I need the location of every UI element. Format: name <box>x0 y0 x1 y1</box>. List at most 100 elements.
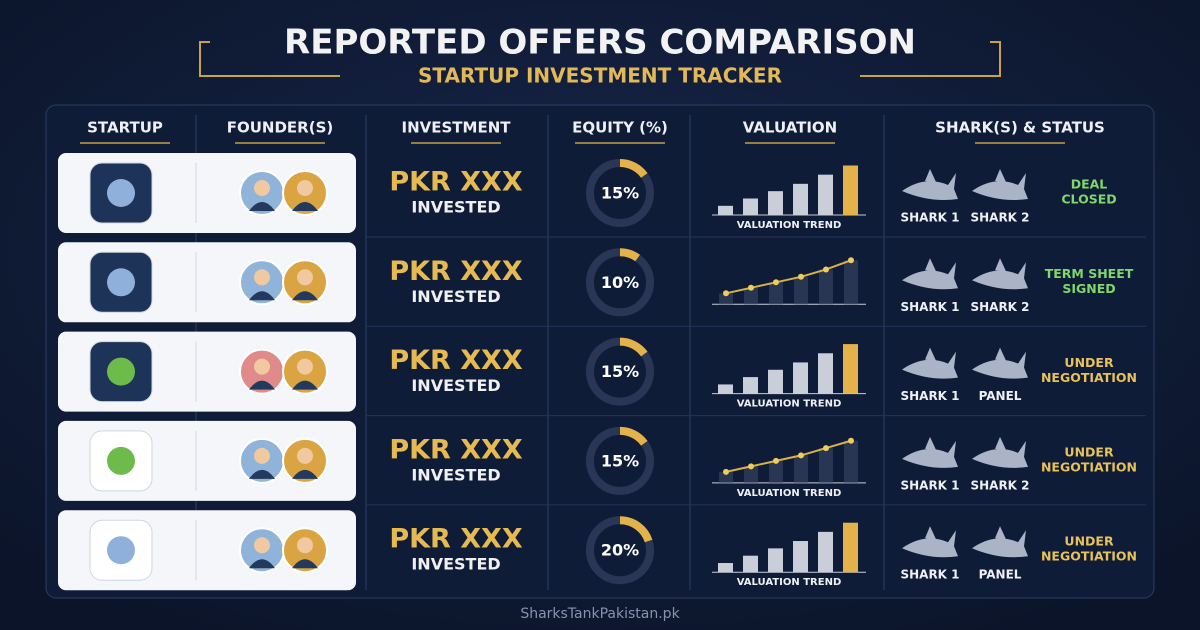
founder-head <box>297 447 313 464</box>
header-underline <box>975 142 1065 144</box>
trend-bar <box>718 563 733 573</box>
trend-bar <box>843 522 858 573</box>
footer: SharksTankPakistan.pk <box>520 606 680 622</box>
column-header: INVESTMENT <box>402 119 512 137</box>
column-header: STARTUP <box>87 119 163 137</box>
founder-head <box>254 537 270 554</box>
shark-icon <box>902 436 958 468</box>
equity-label: 15% <box>601 184 639 203</box>
column-header: VALUATION <box>743 119 838 137</box>
shark-name: SHARK 1 <box>900 300 959 314</box>
header-underline <box>235 142 325 144</box>
trend-point <box>748 463 754 470</box>
subtitle: STARTUP INVESTMENT TRACKER <box>418 64 782 88</box>
trend-bar <box>818 174 833 215</box>
shark-icon <box>972 436 1028 468</box>
shark-icon <box>902 169 958 200</box>
trend-point <box>748 284 754 291</box>
shark-name: SHARK 1 <box>900 389 959 403</box>
investment: PKR XXX <box>389 524 523 555</box>
trend-bg-bar <box>744 466 758 483</box>
invested-label: INVESTED <box>411 555 500 574</box>
founder-body <box>292 291 318 301</box>
trend-caption: VALUATION TREND <box>737 488 842 499</box>
shark-name: SHARK 1 <box>900 568 959 582</box>
founder-body <box>292 380 318 390</box>
founder-head <box>297 358 313 375</box>
deal-status: NEGOTIATION <box>1041 370 1137 385</box>
deal-status: CLOSED <box>1061 192 1116 207</box>
logo-icon <box>107 446 135 475</box>
trend-point <box>823 445 829 452</box>
trend-line <box>725 439 852 473</box>
founder-body <box>292 202 318 211</box>
investment: PKR XXX <box>389 256 523 287</box>
trend-point <box>723 468 729 475</box>
founder-head <box>297 180 313 196</box>
trend-caption: VALUATION TREND <box>737 399 842 410</box>
trend-bg-bar <box>794 455 808 483</box>
trend-bar <box>718 384 733 394</box>
logo-icon <box>107 179 135 207</box>
header-underline <box>575 142 665 144</box>
equity-arc <box>586 337 654 406</box>
trend-bar <box>818 531 833 573</box>
shark-icon <box>902 526 958 558</box>
trend-bar <box>768 548 783 573</box>
founder-head <box>254 180 270 196</box>
trend-point <box>798 273 804 280</box>
trend-bar <box>843 344 858 394</box>
shark-icon <box>972 347 1028 379</box>
trend-bg-bar <box>794 276 808 305</box>
trend-bar <box>843 165 858 215</box>
founder-head <box>254 358 270 375</box>
deal-status: UNDER <box>1064 355 1114 370</box>
trend-caption: VALUATION TREND <box>737 577 842 588</box>
deal-status: UNDER <box>1064 444 1114 459</box>
trend-point <box>798 452 804 459</box>
trend-bar <box>743 198 758 215</box>
founder-body <box>249 202 275 211</box>
logo-icon <box>107 268 135 297</box>
trend-bar <box>793 362 808 394</box>
trend-bar <box>793 541 808 573</box>
trend-point <box>848 437 854 444</box>
shark-icon <box>972 169 1028 200</box>
shark-icon <box>972 258 1028 290</box>
deal-status: TERM SHEET <box>1045 266 1134 281</box>
column-header: FOUNDER(S) <box>227 119 334 137</box>
shark-name: SHARK 2 <box>970 300 1029 314</box>
header-underline <box>411 142 501 144</box>
trend-point <box>773 279 779 286</box>
founder-head <box>254 447 270 464</box>
logo-icon <box>107 357 135 386</box>
trend-line <box>725 259 852 295</box>
founder-body <box>292 469 318 479</box>
shark-name: SHARK 2 <box>970 478 1029 492</box>
investment: PKR XXX <box>389 434 523 465</box>
invested-label: INVESTED <box>411 198 500 217</box>
trend-bg-bar <box>744 287 758 305</box>
title-frame <box>199 41 1001 77</box>
founder-body <box>249 291 275 301</box>
equity-arc <box>586 516 654 585</box>
founder-body <box>249 380 275 390</box>
trend-bg-bar <box>844 440 858 483</box>
column-header: EQUITY (%) <box>572 119 668 137</box>
equity-label: 10% <box>601 273 639 292</box>
shark-icon <box>902 347 958 379</box>
equity-arc <box>586 426 654 495</box>
equity-label: 15% <box>601 362 639 381</box>
trend-point <box>723 290 729 297</box>
investment: PKR XXX <box>389 167 523 198</box>
title: REPORTED OFFERS COMPARISON <box>284 23 916 63</box>
trend-bg-bar <box>819 269 833 305</box>
investment: PKR XXX <box>389 345 523 376</box>
founder-body <box>249 469 275 479</box>
founder-head <box>297 537 313 554</box>
shark-icon <box>972 526 1028 558</box>
shark-icon <box>902 258 958 290</box>
equity-label: 15% <box>601 451 639 470</box>
